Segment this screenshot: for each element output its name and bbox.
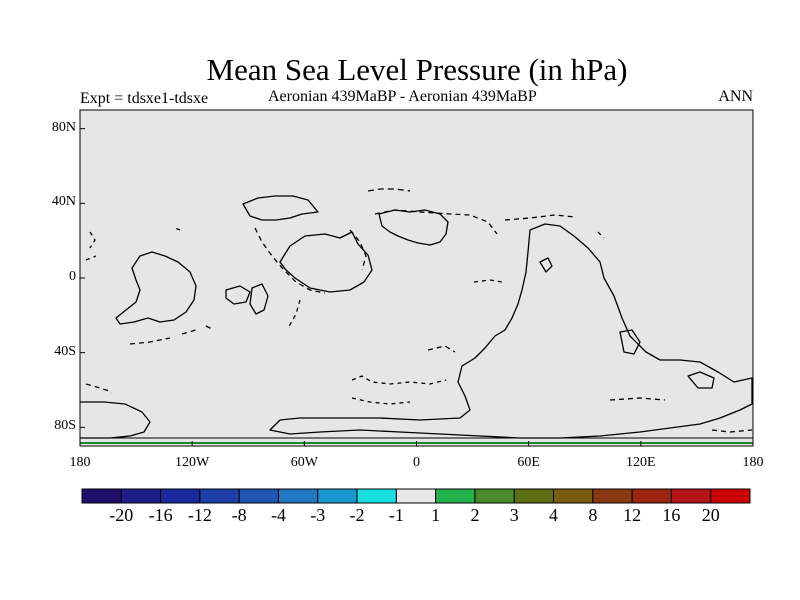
colorbar-label: -1 <box>388 505 404 525</box>
colorbar-label: 8 <box>588 505 598 525</box>
lat-tick-label: 40N <box>51 194 76 210</box>
coast-dash-s4 <box>85 383 113 393</box>
lon-tick-label: 60W <box>290 455 318 470</box>
coast-dash-west <box>287 299 301 329</box>
island-d <box>687 371 715 389</box>
lat-tick-label: 0 <box>69 269 76 284</box>
landmass-west-lobe <box>115 251 197 325</box>
colorbar-swatch <box>238 488 279 504</box>
coast-dash-s1 <box>129 337 171 345</box>
island-c <box>539 257 553 273</box>
arc-dashed-west <box>254 227 326 294</box>
map-title: Mean Sea Level Pressure (in hPa) <box>206 52 628 87</box>
colorbar-label: -16 <box>148 505 173 525</box>
colorbar-label: -12 <box>187 505 212 525</box>
lat-tick-label: 80S <box>54 418 76 434</box>
coast-dash-e1 <box>609 397 666 401</box>
colorbar-label: 4 <box>549 505 559 525</box>
latitude-ticks <box>80 128 85 428</box>
lon-tick-label: 60E <box>517 455 540 470</box>
colorbar-swatch <box>317 488 358 504</box>
colorbar-swatch <box>81 488 122 504</box>
lon-tick-label: 180 <box>742 455 764 470</box>
longitude-ticks <box>79 441 754 446</box>
landmass-north-strip <box>367 188 411 192</box>
colorbar-label: -20 <box>109 505 134 525</box>
colorbar-swatch <box>199 488 240 504</box>
coast-dash-mid <box>473 279 503 283</box>
landmass-northwest <box>242 195 319 221</box>
colorbar-label: -4 <box>270 505 286 525</box>
colorbar-label: 1 <box>431 505 441 525</box>
lat-tick-label: 40S <box>54 343 76 359</box>
landmass-west-island <box>279 231 373 293</box>
ice-dash-1 <box>504 214 576 221</box>
period-label: Aeronian 439MaBP - Aeronian 439MaBP <box>268 88 537 105</box>
colorbar-swatch <box>474 488 515 504</box>
colorbar-swatch <box>513 488 555 504</box>
colorbar-swatch <box>160 488 201 504</box>
lat-tick-label: 80N <box>51 119 76 135</box>
season-label: ANN <box>718 88 753 105</box>
colorbar-label: 16 <box>662 505 681 525</box>
colorbar <box>81 488 751 504</box>
island-b <box>249 283 269 315</box>
colorbar-swatch <box>631 488 672 504</box>
coast-dash-e2 <box>711 429 753 433</box>
coast-dash-south <box>351 375 447 385</box>
map-plot-area <box>80 110 753 446</box>
colorbar-label: -2 <box>349 505 365 525</box>
colorbar-swatch <box>670 488 712 504</box>
colorbar-swatch <box>435 488 476 504</box>
lon-tick-label: 180 <box>69 455 91 470</box>
colorbar-swatch <box>710 488 751 504</box>
coast-dash-s3 <box>205 325 215 331</box>
colorbar-label: 20 <box>701 505 720 525</box>
coastlines <box>80 188 753 439</box>
colorbar-label: -8 <box>231 505 247 525</box>
coast-dash-west3 <box>85 255 97 261</box>
island-a <box>225 285 251 305</box>
lon-tick-label: 120W <box>175 455 210 470</box>
lon-tick-label: 0 <box>413 455 420 470</box>
colorbar-swatch <box>395 488 437 504</box>
coast-dash-south2 <box>351 397 411 405</box>
colorbar-swatch <box>120 488 162 504</box>
landmass-gondwana <box>269 223 753 439</box>
arc-dashed-east <box>349 229 367 271</box>
colorbar-label: -3 <box>310 505 326 525</box>
coast-dash-ne <box>597 231 605 239</box>
experiment-label: Expt = tdsxe1-tdsxe <box>80 90 209 107</box>
colorbar-swatch <box>553 488 594 504</box>
colorbar-label: 3 <box>509 505 519 525</box>
ice-dash-2 <box>174 227 181 231</box>
island-e <box>619 329 641 355</box>
landmass-central-dashed <box>374 209 498 235</box>
colorbar-label: 2 <box>470 505 480 525</box>
colorbar-label: 12 <box>623 505 642 525</box>
colorbar-swatch <box>592 488 633 504</box>
colorbar-swatch <box>356 488 397 504</box>
coast-dash-west2 <box>89 231 96 249</box>
coast-dash-s2 <box>181 329 197 335</box>
colorbar-swatch <box>277 488 319 504</box>
lon-tick-label: 120E <box>626 455 656 470</box>
